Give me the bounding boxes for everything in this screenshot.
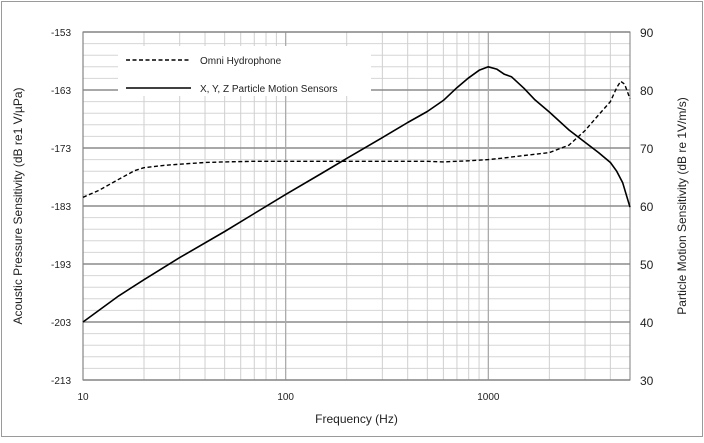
x-tick-label: 10 bbox=[77, 392, 89, 403]
left-tick-label: -193 bbox=[51, 260, 71, 271]
left-tick-label: -173 bbox=[51, 144, 71, 155]
right-axis-label: Particle Motion Sensitivity (dB re 1V/m/… bbox=[675, 97, 689, 314]
right-axis-ticks: 90 80 70 60 50 40 30 bbox=[640, 26, 654, 388]
x-axis-label: Frequency (Hz) bbox=[315, 412, 398, 426]
left-tick-label: -213 bbox=[51, 376, 71, 387]
legend-label-hydrophone: Omni Hydrophone bbox=[200, 56, 282, 67]
left-tick-label: -153 bbox=[51, 28, 71, 39]
right-tick-label: 60 bbox=[640, 200, 654, 214]
legend-label-particle-motion: X, Y, Z Particle Motion Sensors bbox=[200, 84, 337, 95]
left-tick-label: -203 bbox=[51, 318, 71, 329]
x-tick-label: 1000 bbox=[477, 392, 500, 403]
x-axis-ticks: 10 100 1000 bbox=[77, 392, 499, 403]
right-tick-label: 90 bbox=[640, 26, 654, 40]
right-tick-label: 40 bbox=[640, 316, 654, 330]
left-axis-label: Acoustic Pressure Sensitivity (dB re1 V/… bbox=[11, 87, 25, 324]
right-tick-label: 50 bbox=[640, 258, 654, 272]
left-tick-label: -163 bbox=[51, 86, 71, 97]
series-layer bbox=[82, 66, 631, 323]
right-tick-label: 70 bbox=[640, 142, 654, 156]
right-tick-label: 30 bbox=[640, 374, 654, 388]
series-line-particle-motion bbox=[82, 66, 631, 323]
x-tick-label: 100 bbox=[277, 392, 294, 403]
series-line-hydrophone bbox=[82, 80, 631, 198]
left-axis-ticks: -153 -163 -173 -183 -193 -203 -213 bbox=[51, 28, 71, 387]
legend: Omni Hydrophone X, Y, Z Particle Motion … bbox=[118, 46, 371, 96]
right-tick-label: 80 bbox=[640, 84, 654, 98]
left-tick-label: -183 bbox=[51, 202, 71, 213]
